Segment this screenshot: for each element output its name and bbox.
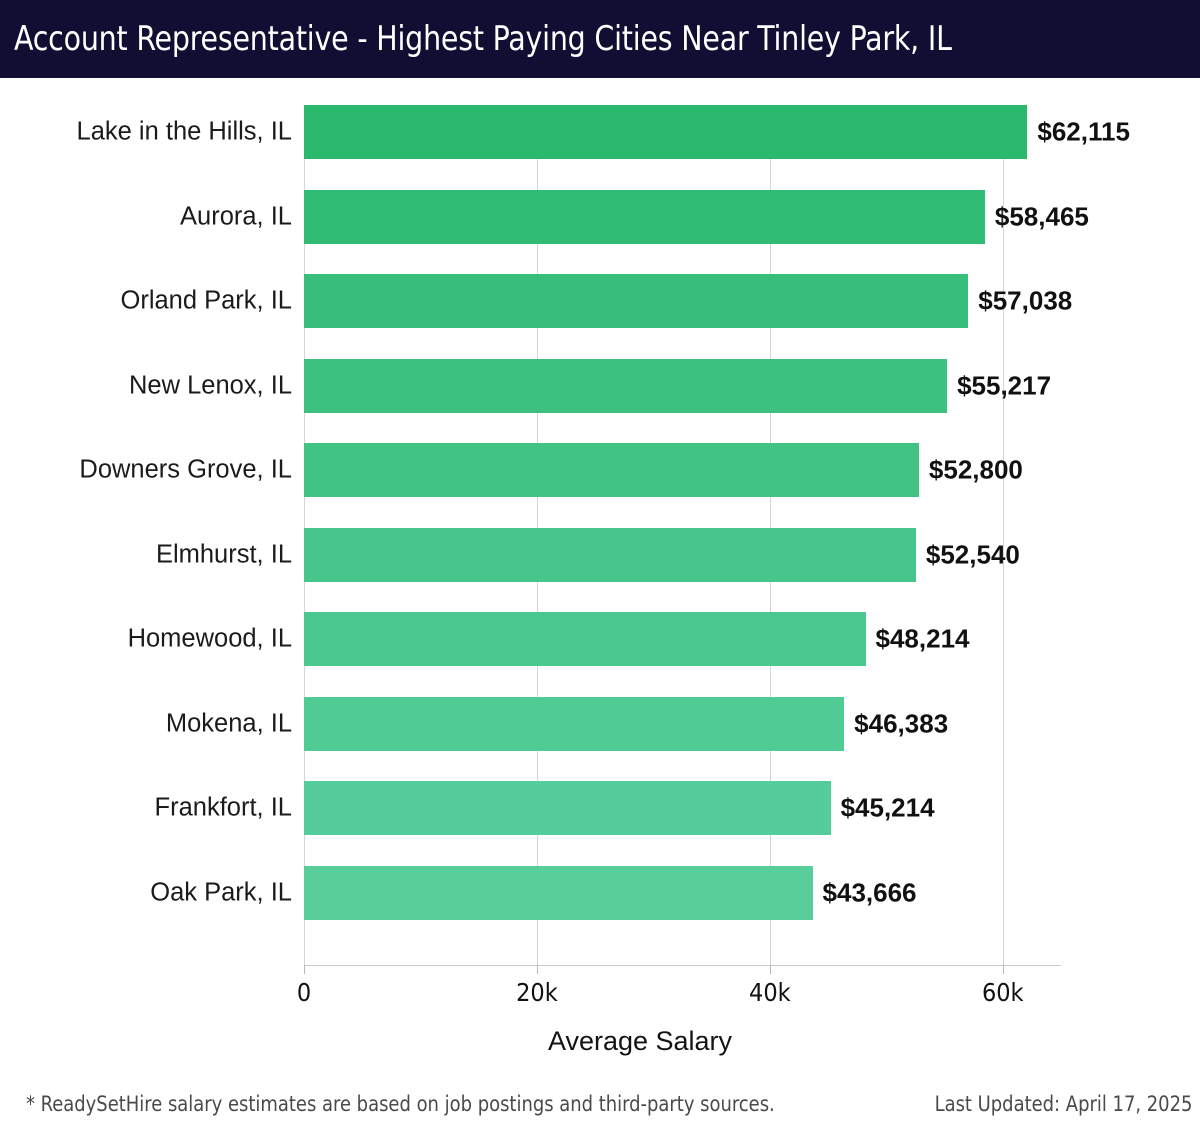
bar-value-label: $46,383 <box>854 708 949 739</box>
x-axis-tick <box>769 965 771 974</box>
category-label: Frankfort, IL <box>154 793 292 822</box>
x-axis-tick-label: 60k <box>981 978 1024 1007</box>
axis-baseline <box>304 965 1061 966</box>
bar-value-label: $52,800 <box>928 454 1023 485</box>
x-axis-tick-label: 40k <box>749 978 791 1007</box>
category-label: New Lenox, IL <box>128 371 292 400</box>
page-title: Account Representative - Highest Paying … <box>14 19 952 59</box>
category-label: Lake in the Hills, IL <box>76 117 292 146</box>
x-axis-tick <box>304 965 305 974</box>
bar-value-label: $52,540 <box>925 539 1020 570</box>
x-axis-tick <box>1002 965 1004 974</box>
bar-value-label: $43,666 <box>822 877 917 908</box>
chart-bar[interactable] <box>304 865 813 920</box>
x-axis-tick <box>536 965 538 974</box>
chart-bar-row[interactable]: Oak Park, IL $43,666 <box>0 851 1200 936</box>
chart-bar[interactable] <box>304 189 985 244</box>
category-label: Downers Grove, IL <box>79 455 292 484</box>
gridline <box>1002 115 1004 965</box>
chart-bar-row[interactable]: Mokena, IL $46,383 <box>0 682 1200 767</box>
bar-value-label: $57,038 <box>978 285 1073 316</box>
bar-value-label: $55,217 <box>957 370 1052 401</box>
chart-bar[interactable] <box>304 105 1028 160</box>
chart-bar-row[interactable]: Homewood, IL $48,214 <box>0 597 1200 682</box>
x-axis-tick-label: 0 <box>296 978 312 1007</box>
chart-bar[interactable] <box>304 358 948 413</box>
bar-value-label: $45,214 <box>840 792 935 823</box>
chart-bar[interactable] <box>304 696 845 751</box>
chart-bar[interactable] <box>304 781 831 836</box>
category-label: Oak Park, IL <box>150 878 292 907</box>
category-label: Orland Park, IL <box>120 286 293 315</box>
chart-footer: * ReadySetHire salary estimates are base… <box>0 1092 1200 1140</box>
bar-value-label: $58,465 <box>994 201 1089 232</box>
chart-bar-row[interactable]: Aurora, IL $58,465 <box>0 175 1200 260</box>
chart-plot-area: Lake in the Hills, IL $62,115 Aurora, IL $5… <box>0 78 1200 1068</box>
category-label: Elmhurst, IL <box>155 540 292 569</box>
chart-bar-row[interactable]: New Lenox, IL $55,217 <box>0 344 1200 429</box>
chart-header-band: Account Representative - Highest Paying … <box>0 0 1200 78</box>
category-label: Aurora, IL <box>180 202 292 231</box>
chart-bar-row[interactable]: Downers Grove, IL $52,800 <box>0 428 1200 513</box>
x-axis-title: Average Salary <box>547 1026 733 1056</box>
last-updated-text: Last Updated: April 17, 2025 <box>934 1092 1192 1116</box>
chart-bar[interactable] <box>304 612 866 667</box>
chart-bar[interactable] <box>304 443 919 498</box>
chart-bar-row[interactable]: Frankfort, IL $45,214 <box>0 766 1200 851</box>
x-axis-tick-label: 20k <box>516 978 558 1007</box>
category-label: Mokena, IL <box>165 709 292 738</box>
footnote-text: * ReadySetHire salary estimates are base… <box>26 1092 775 1116</box>
chart-bar[interactable] <box>304 274 969 329</box>
chart-bar-row[interactable]: Elmhurst, IL $52,540 <box>0 513 1200 598</box>
chart-bar-row[interactable]: Lake in the Hills, IL $62,115 <box>0 90 1200 175</box>
category-label: Homewood, IL <box>127 624 292 653</box>
bar-value-label: $62,115 <box>1037 116 1130 147</box>
chart-bar-row[interactable]: Orland Park, IL $57,038 <box>0 259 1200 344</box>
bar-value-label: $48,214 <box>875 623 970 654</box>
chart-bar[interactable] <box>304 527 916 582</box>
